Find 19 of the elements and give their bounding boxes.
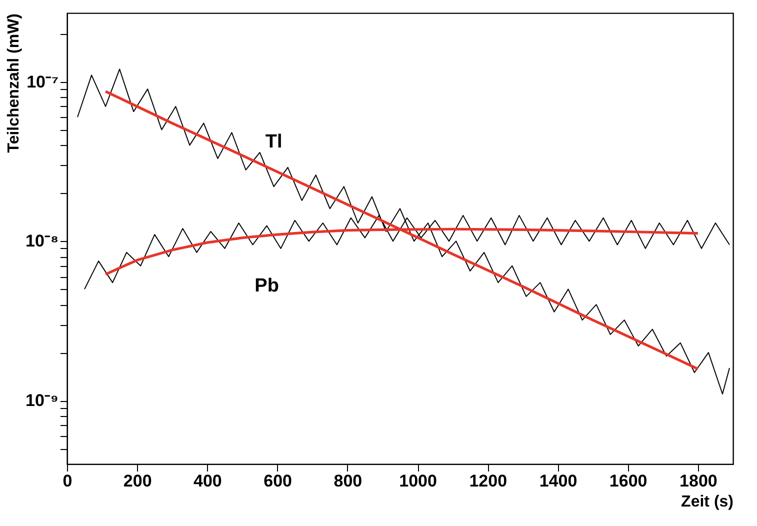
y-tick-label: 10⁻⁸	[26, 232, 58, 251]
x-tick-label: 1000	[399, 472, 437, 490]
series-label: Tl	[265, 132, 282, 153]
x-tick-label: 0	[62, 472, 72, 490]
x-tick-label: 1800	[680, 472, 718, 490]
line-series	[77, 68, 730, 394]
x-tick-label: 800	[334, 472, 362, 490]
y-axis-title: Teilchenzahl (mW)	[6, 14, 23, 153]
x-tick-label: 1400	[539, 472, 578, 490]
y-tick-label: 10⁻⁷	[26, 72, 58, 92]
y-tick-label: 10⁻⁹	[26, 391, 58, 410]
x-tick-label: 1600	[609, 472, 648, 490]
x-tick-label: 400	[194, 472, 222, 490]
x-tick-label: 200	[123, 472, 152, 490]
line-series	[104, 90, 700, 370]
x-axis-title: Zeit (s)	[681, 494, 734, 510]
series-label: Pb	[254, 276, 279, 297]
x-tick-label: 600	[264, 472, 292, 490]
x-tick-label: 1200	[469, 472, 508, 490]
